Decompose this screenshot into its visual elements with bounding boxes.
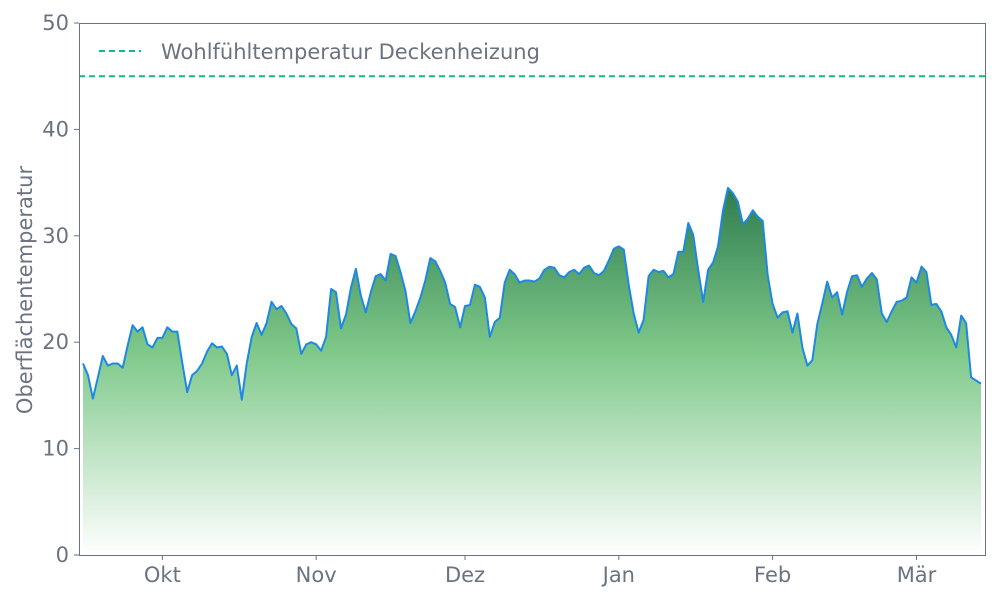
x-tick-label: Nov (296, 563, 337, 587)
area-fill (83, 187, 981, 555)
plot-frame (79, 23, 986, 556)
y-tick-label: 20 (42, 330, 69, 354)
y-tick-label: 30 (42, 224, 69, 248)
y-axis: 0 10 20 30 40 50 (42, 11, 79, 567)
y-axis-label: Oberflächentemperatur (13, 166, 37, 415)
y-tick-label: 50 (42, 11, 69, 35)
x-axis: Okt Nov Dez Jan Feb Mär (144, 555, 937, 587)
x-tick-label: Mär (897, 563, 937, 587)
x-tick-label: Okt (144, 563, 181, 587)
x-tick-label: Jan (601, 563, 635, 587)
temperature-line (82, 186, 982, 401)
legend-label-reference-line: Wohlfühltemperatur Deckenheizung (161, 40, 540, 64)
y-tick-label: 0 (56, 543, 69, 567)
legend: Wohlfühltemperatur Deckenheizung (99, 40, 540, 64)
x-tick-label: Feb (754, 563, 791, 587)
y-tick-label: 10 (42, 437, 69, 461)
x-tick-label: Dez (445, 563, 485, 587)
y-tick-label: 40 (42, 117, 69, 141)
